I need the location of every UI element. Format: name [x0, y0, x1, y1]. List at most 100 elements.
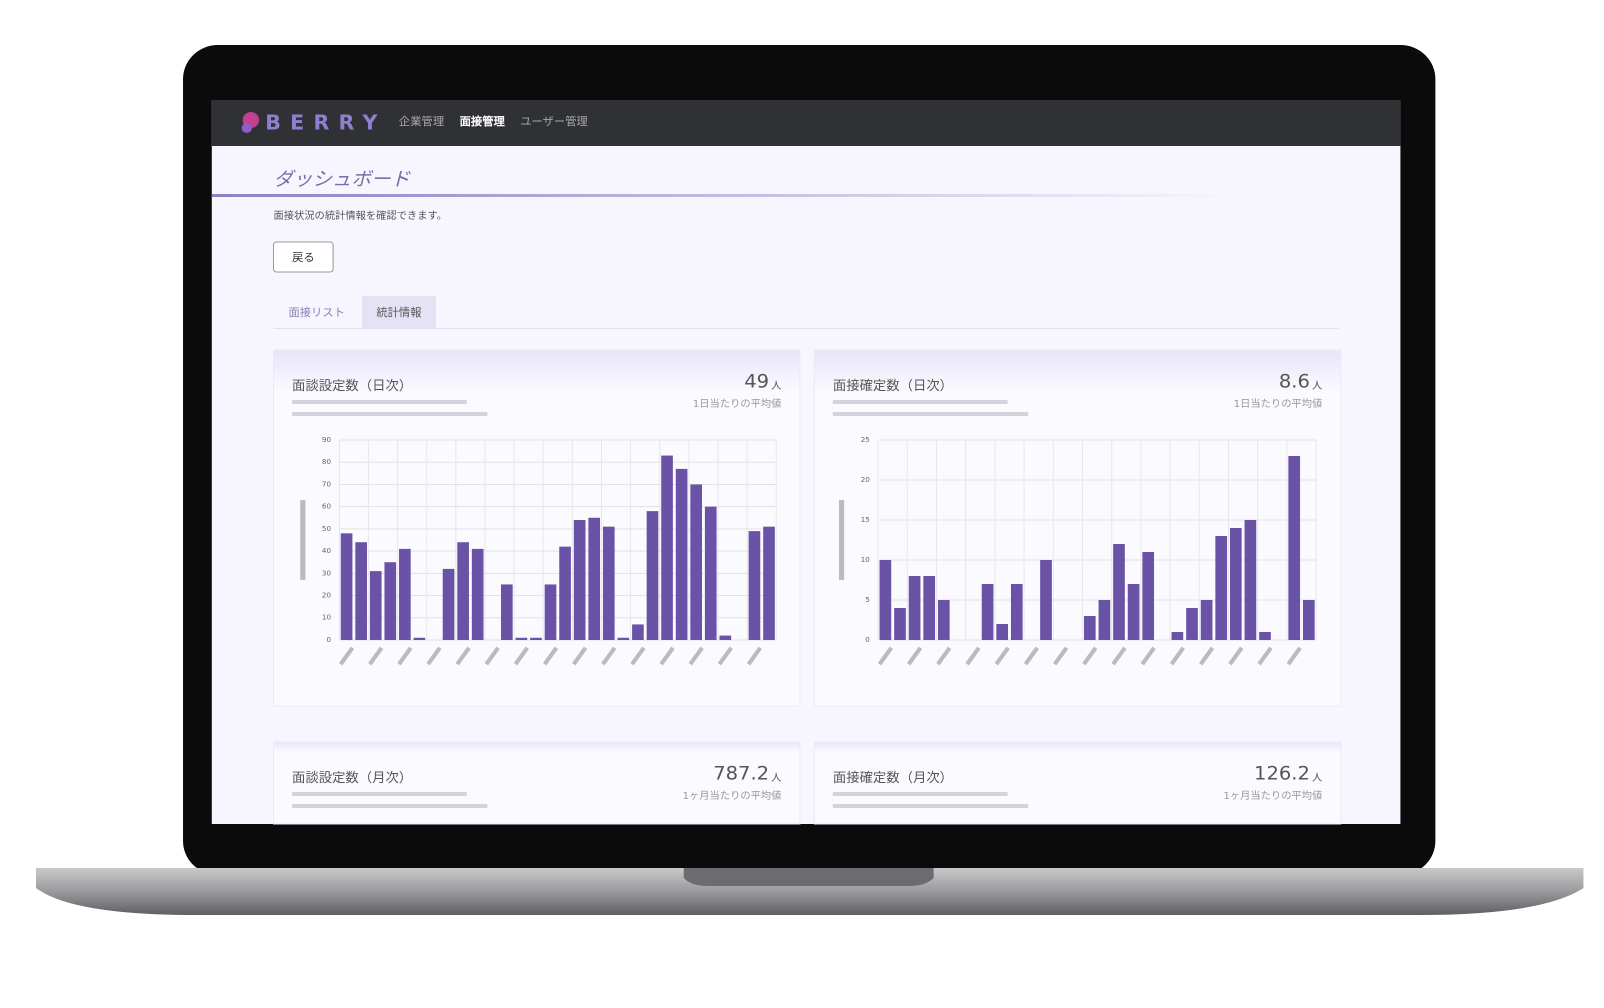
bar: [1215, 536, 1228, 640]
tab[interactable]: 面接リスト: [288, 306, 344, 319]
bar: [1244, 520, 1257, 640]
card-value: 126.2: [1254, 762, 1310, 785]
bar: [369, 571, 382, 640]
bar: [413, 637, 426, 640]
card-note: [292, 792, 467, 796]
bar: [500, 584, 513, 640]
bar: [923, 576, 936, 640]
x-tick-placeholder: [907, 646, 923, 666]
bar: [1010, 584, 1023, 640]
y-tick-label: 60: [322, 502, 332, 511]
x-tick-placeholder: [484, 646, 500, 666]
bar: [1200, 600, 1213, 640]
x-tick-placeholder: [994, 646, 1010, 666]
tab[interactable]: 統計情報: [376, 305, 421, 319]
y-tick-label: 90: [322, 435, 332, 444]
bar: [1186, 608, 1198, 640]
x-tick-placeholder: [1199, 646, 1215, 666]
y-tick-label: 40: [322, 546, 332, 555]
bar: [1127, 584, 1140, 640]
x-tick-placeholder: [688, 646, 704, 666]
card-note: [832, 400, 1008, 404]
back-button[interactable]: [272, 241, 334, 273]
x-tick-placeholder: [1228, 646, 1244, 666]
y-tick-label: 70: [322, 480, 332, 489]
card-title: 面接確定数（日次）: [833, 378, 953, 394]
x-tick-placeholder: [746, 646, 763, 666]
card-note: [292, 412, 488, 416]
x-tick-placeholder: [1257, 646, 1273, 666]
card-title: 面談設定数（日次）: [292, 378, 412, 394]
bar: [996, 624, 1009, 640]
bar: [937, 600, 950, 640]
nav-item[interactable]: 企業管理: [399, 114, 444, 128]
y-tick-label: 50: [322, 524, 332, 533]
page-description: 面接状況の統計情報を確認できます。: [274, 209, 447, 222]
x-tick-placeholder: [542, 646, 559, 666]
bar: [340, 533, 353, 640]
bar: [384, 562, 397, 640]
card-note: [292, 400, 467, 404]
bar: [442, 568, 455, 640]
x-tick-placeholder: [1111, 646, 1127, 666]
card-unit: 人: [1312, 773, 1322, 784]
nav-item[interactable]: 面接管理: [460, 114, 505, 128]
bar: [1098, 600, 1111, 640]
laptop-base: [35, 868, 1584, 915]
bar: [981, 584, 994, 640]
y-tick-label: 20: [861, 475, 871, 484]
y-tick-label: 10: [322, 613, 332, 622]
bar: [1259, 632, 1271, 640]
card-caption: 1日当たりの平均値: [1234, 397, 1323, 410]
bar: [879, 560, 892, 640]
card-title: 面談設定数（月次）: [292, 770, 412, 786]
x-tick-placeholder: [455, 646, 471, 666]
x-tick-placeholder: [513, 646, 529, 666]
y-tick-label: 30: [322, 568, 332, 577]
back-button-label[interactable]: 戻る: [292, 251, 315, 264]
y-tick-label: 20: [322, 591, 332, 600]
x-tick-placeholder: [1053, 646, 1069, 666]
bar: [763, 526, 775, 640]
tab-active[interactable]: [361, 296, 436, 328]
card: [813, 741, 1342, 825]
bar: [1083, 616, 1096, 640]
card-note: [292, 804, 488, 808]
bar: [544, 584, 557, 640]
card-note: [832, 804, 1029, 808]
y-axis-label: [300, 500, 306, 580]
bar: [1113, 544, 1125, 640]
bar: [632, 624, 644, 640]
x-tick-placeholder: [1140, 646, 1156, 666]
card-value: 49: [744, 370, 769, 393]
card-caption: 1ヶ月当たりの平均値: [683, 789, 782, 802]
card-value: 787.2: [713, 762, 769, 785]
x-tick-placeholder: [1169, 646, 1185, 666]
bar: [661, 455, 673, 640]
card-unit: 人: [771, 773, 781, 784]
bar: [588, 517, 601, 640]
bar: [1229, 528, 1242, 640]
y-tick-label: 80: [322, 457, 332, 466]
bar: [471, 548, 484, 640]
x-tick-placeholder: [368, 646, 384, 666]
card-unit: 人: [771, 381, 781, 392]
bar: [719, 635, 732, 640]
page-title: ダッシュボード: [274, 168, 411, 191]
x-tick-placeholder: [426, 646, 442, 666]
laptop-notch: [683, 868, 934, 886]
x-tick-placeholder: [630, 646, 646, 666]
nav-item[interactable]: ユーザー管理: [520, 114, 588, 128]
bar: [1040, 560, 1052, 640]
x-tick-placeholder: [1082, 646, 1098, 666]
bar: [908, 576, 921, 640]
y-tick-label: 0: [327, 635, 332, 644]
card-note: [832, 792, 1008, 796]
bar: [1171, 632, 1184, 640]
bar: [399, 548, 411, 640]
bar: [690, 484, 703, 640]
card-caption: 1ヶ月当たりの平均値: [1223, 789, 1322, 802]
x-tick-placeholder: [397, 646, 413, 666]
